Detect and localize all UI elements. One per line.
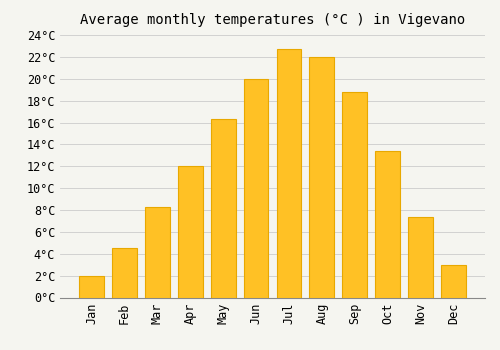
Bar (112, 248, 137, 298)
Bar (342, 92, 367, 298)
Bar (310, 57, 334, 298)
Bar (211, 119, 236, 298)
Bar (80, 276, 104, 298)
Bar (276, 49, 301, 298)
Bar (244, 79, 268, 298)
Bar (178, 166, 203, 298)
Bar (408, 217, 433, 298)
Title: Average monthly temperatures (°C ) in Vigevano: Average monthly temperatures (°C ) in Vi… (80, 13, 465, 27)
Bar (145, 207, 170, 298)
Bar (441, 265, 466, 298)
Bar (376, 151, 400, 298)
